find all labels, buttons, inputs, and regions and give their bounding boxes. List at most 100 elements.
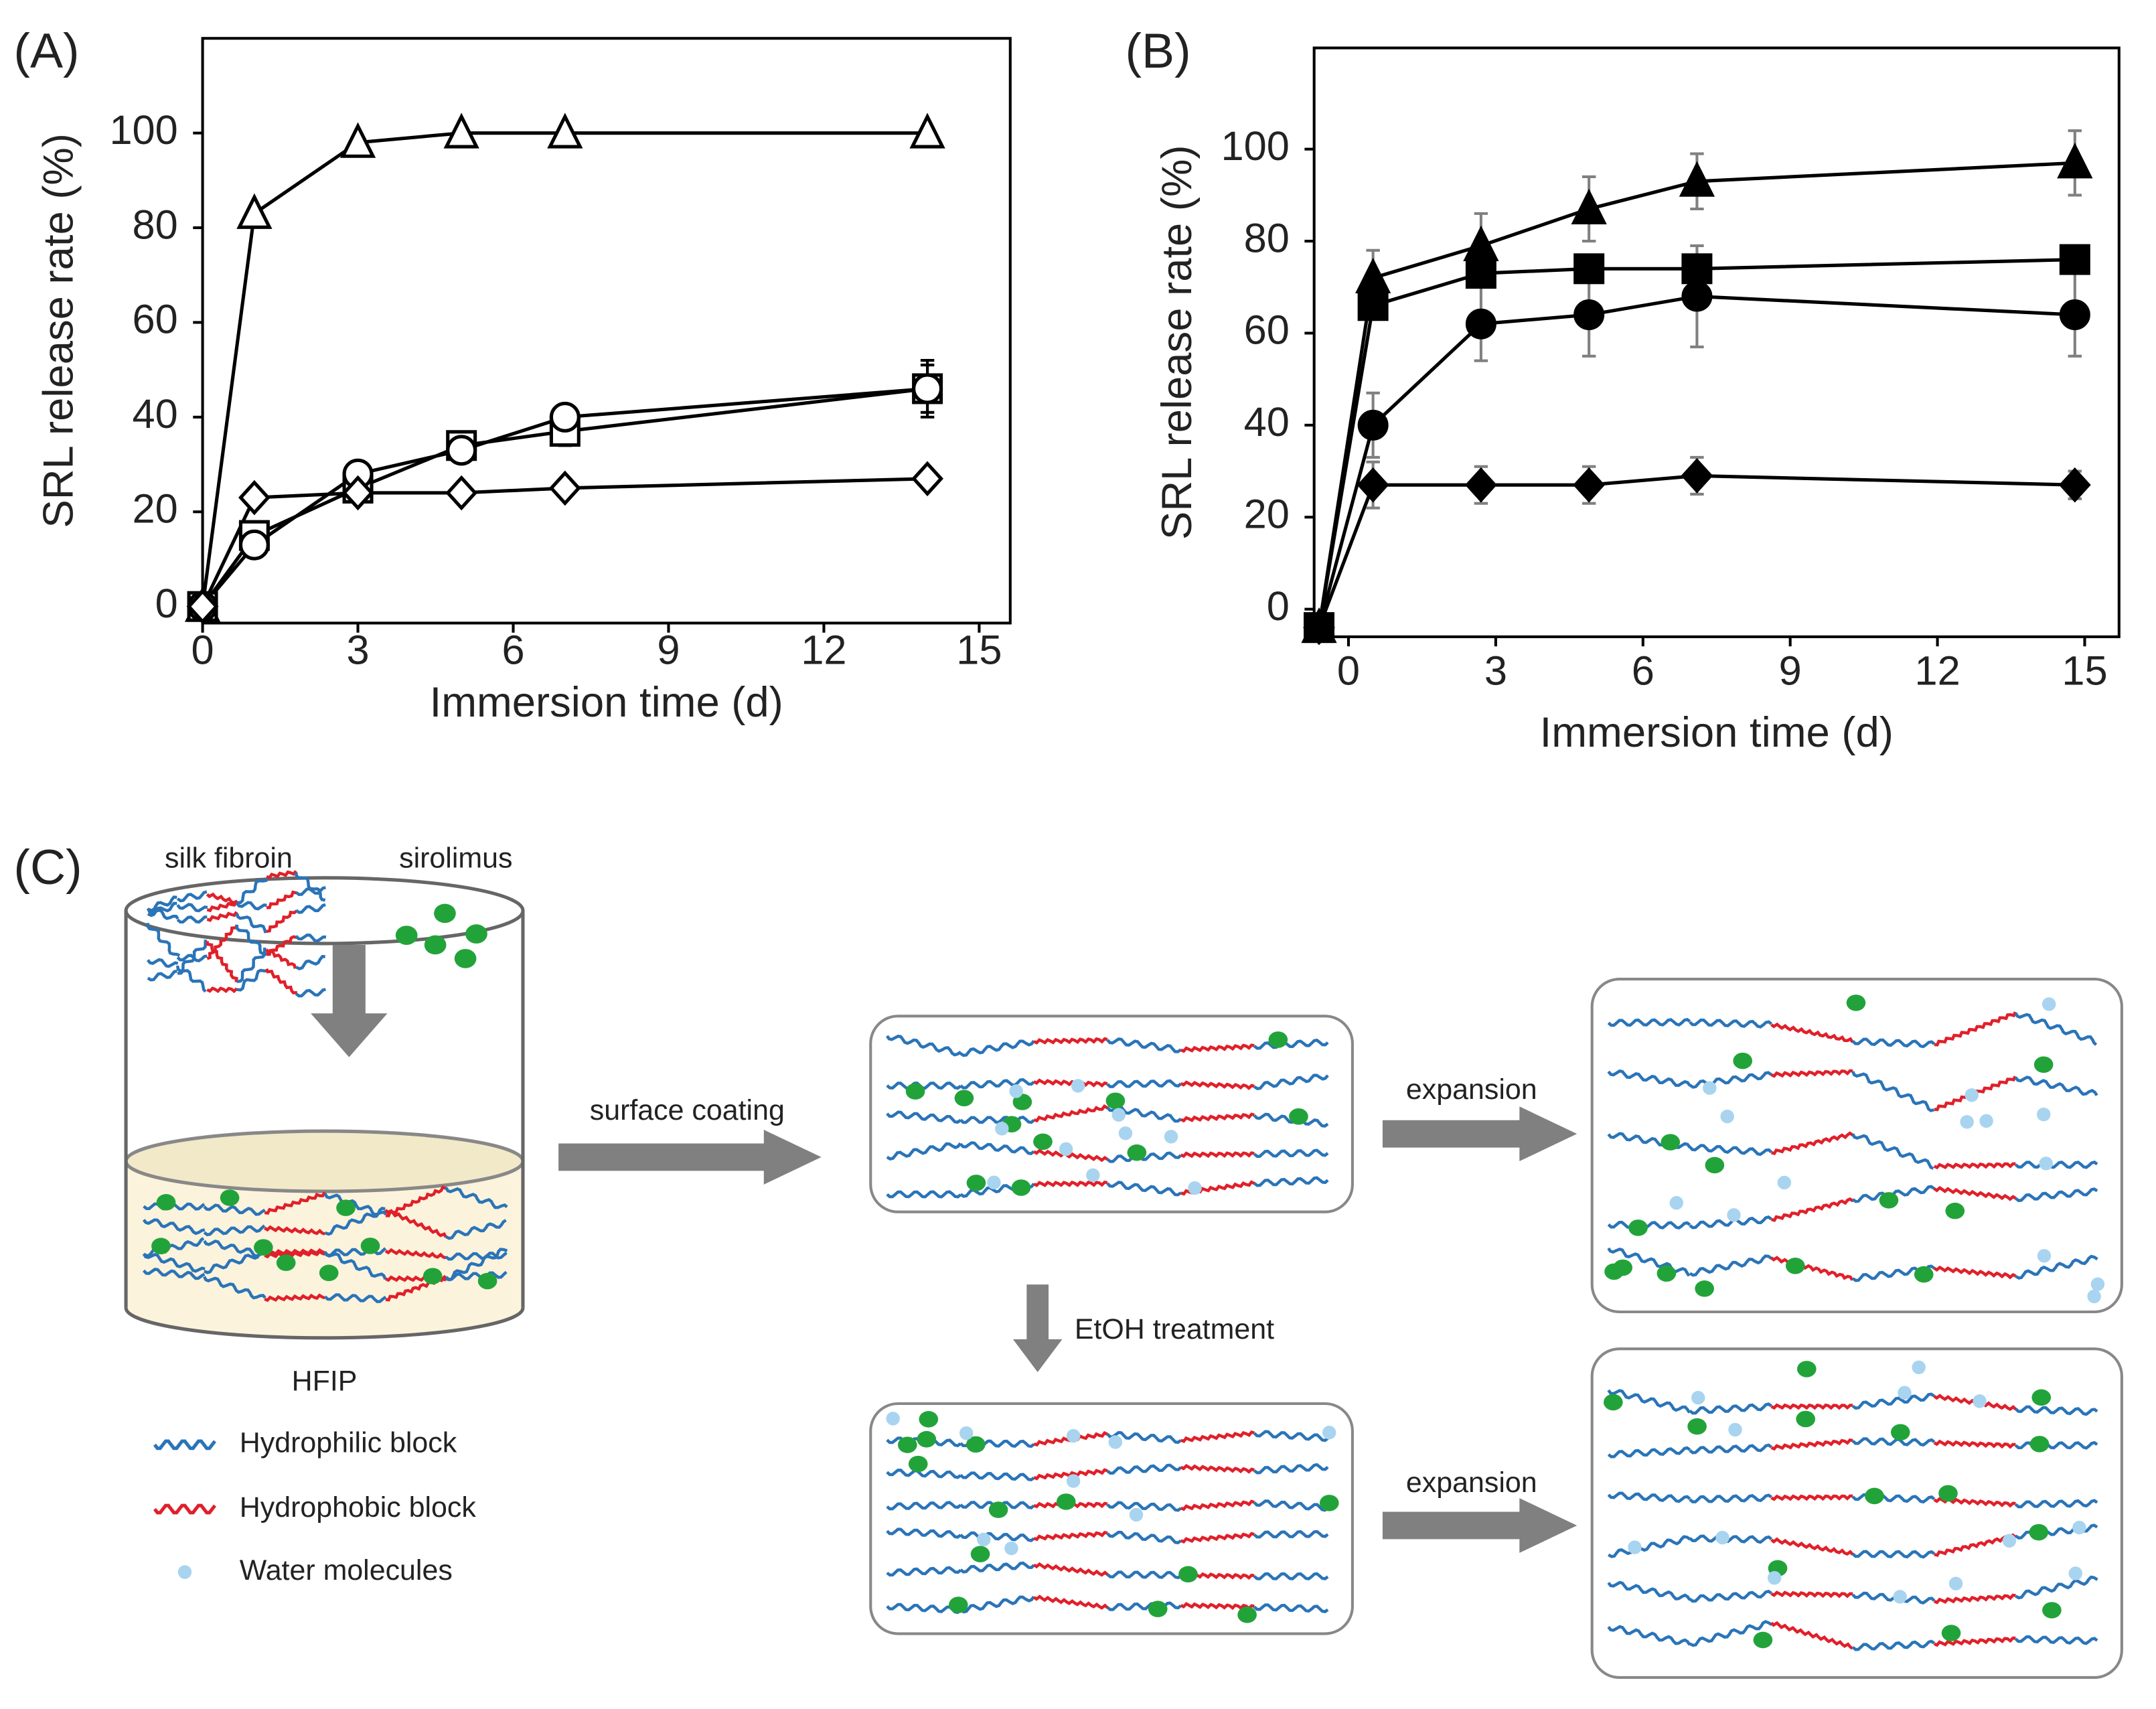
x-axis-label: Immersion time (d) (430, 679, 783, 726)
hydrophilic-block (1607, 1389, 1691, 1414)
hydrophilic-block (1608, 1535, 1691, 1558)
hydrophobic-block (385, 1185, 447, 1217)
y-tick-label: 20 (1244, 490, 1290, 536)
hydrophilic-block (323, 1251, 387, 1280)
hydrophilic-block (1253, 1112, 1329, 1128)
drug-particle (465, 924, 487, 944)
x-tick-label: 12 (801, 627, 846, 673)
drug-particle (220, 1189, 240, 1206)
marker (2057, 143, 2093, 179)
drug-particle (1879, 1192, 1899, 1209)
hydrophobic-block (1770, 1131, 1854, 1156)
hydrophilic-block (1851, 1133, 1934, 1170)
hydrophilic-block (959, 1078, 1035, 1090)
legend-label: Hydrophilic block (240, 1427, 457, 1459)
marker (238, 479, 271, 516)
hydrophobic-block (1180, 1151, 1255, 1159)
marker (446, 435, 477, 466)
hydrophilic-block (1607, 1221, 1691, 1230)
water-molecule (2087, 1289, 2101, 1304)
water-molecule (2042, 997, 2056, 1011)
drug-particle (1056, 1493, 1076, 1510)
hydrophilic-block (1253, 1499, 1329, 1512)
water-molecule (2072, 1520, 2086, 1535)
y-tick-label: 40 (133, 390, 178, 437)
water-molecule (1086, 1168, 1100, 1183)
hydrophilic-block (959, 1471, 1035, 1482)
drug-particle (1657, 1265, 1677, 1282)
hydrophobic-block (1033, 1530, 1108, 1542)
hydrophilic-block (176, 890, 208, 903)
drug-particle (1604, 1394, 1623, 1411)
hydrophilic-block (324, 1207, 386, 1236)
hydrophobic-block (1180, 1602, 1255, 1611)
hydrophilic-block (959, 1141, 1035, 1155)
water-molecule (1727, 1208, 1741, 1222)
hydrophobic-block (1180, 1532, 1255, 1544)
hydrophobic-block (1770, 1438, 1853, 1451)
hydrophilic-block (445, 1270, 508, 1281)
film-box (1590, 978, 2123, 1314)
hydrophilic-block (959, 1561, 1035, 1574)
hydrophobic-block (1933, 1265, 2017, 1280)
hydrophobic-block (1180, 1080, 1255, 1090)
drug-particle (1289, 1108, 1308, 1125)
drug-particle (919, 1411, 939, 1428)
hydrophobic-block (1032, 1562, 1109, 1577)
hydrophilic-block (1851, 1437, 1936, 1447)
hydrophobic-block (384, 1248, 447, 1260)
hydrophobic-block (1180, 1464, 1255, 1474)
hydrophilic-block (2015, 1575, 2098, 1600)
hydrophilic-block (1106, 1501, 1182, 1512)
drug-particle (151, 1238, 171, 1254)
hydrophobic-block (1033, 1104, 1109, 1123)
hydrophobic-block (1770, 1590, 1853, 1599)
hydrophilic-block (1851, 1037, 1936, 1049)
water-molecule (1973, 1394, 1987, 1408)
hydrophilic-block (1253, 1530, 1329, 1539)
hydrophobic-block (264, 1248, 326, 1256)
marker (1573, 467, 1606, 503)
hydrophilic-block (203, 1224, 266, 1236)
drug-particle (1687, 1418, 1707, 1435)
drug-particle (1268, 1031, 1288, 1048)
drug-particle (1733, 1052, 1753, 1069)
drug-particle (454, 949, 477, 968)
hydrophilic-block (2014, 1161, 2098, 1169)
hydrophilic-block (147, 895, 177, 913)
hydrophilic-block (142, 1252, 206, 1273)
hydrophilic-block (1106, 1601, 1182, 1611)
drug-particle (2033, 1056, 2054, 1073)
marker (1465, 308, 1496, 340)
hydrophilic-block (1689, 1443, 1772, 1455)
marker (912, 373, 943, 404)
hydrophilic-block (1253, 1603, 1329, 1613)
hydrophilic-block (2014, 1440, 2098, 1450)
drug-particle (1033, 1133, 1053, 1150)
x-tick-label: 15 (956, 627, 1002, 673)
drug-particle (948, 1596, 968, 1613)
water-molecule (1669, 1195, 1684, 1210)
marker (1357, 467, 1389, 503)
water-molecule (1188, 1181, 1202, 1195)
hydrophilic-block (1607, 1491, 1691, 1503)
drug-particle (1237, 1607, 1257, 1623)
drug-particle (477, 1272, 497, 1290)
hydrophilic-block (1253, 1038, 1329, 1050)
hydrophilic-block (886, 1603, 961, 1615)
marker (549, 401, 581, 433)
water-molecule (1004, 1541, 1018, 1556)
hydrophilic-block (142, 1268, 206, 1280)
hydrophilic-block (2015, 1187, 2098, 1203)
hydrophobic-block (1770, 1621, 1853, 1650)
hydrophilic-block (147, 958, 179, 968)
hydrophilic-block (886, 1190, 961, 1199)
water-molecule (959, 1426, 974, 1440)
y-axis-label: SRL release rate (%) (35, 133, 82, 528)
marker (443, 113, 479, 149)
hydrophilic-block (886, 1501, 961, 1511)
hydrophilic-block (2014, 1012, 2098, 1046)
hydrophilic-block (959, 1039, 1035, 1057)
y-tick-label: 0 (155, 580, 178, 626)
water-molecule (2090, 1277, 2105, 1291)
